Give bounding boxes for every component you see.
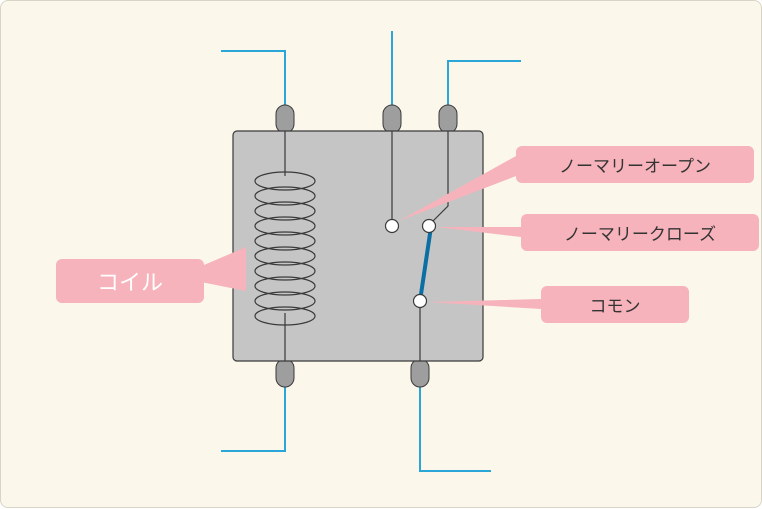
label-coil-text: コイル [97,265,163,297]
label-normally-open: ノーマリーオープン [516,146,754,183]
label-coil: コイル [56,259,204,303]
label-common: コモン [541,286,689,323]
label-normally-close: ノーマリークローズ [521,214,759,251]
label-nc-text: ノーマリークローズ [564,220,716,245]
relay-diagram: コイル ノーマリーオープン ノーマリークローズ コモン [0,0,762,508]
label-com-text: コモン [590,292,641,317]
diagram-svg [1,1,762,509]
label-no-text: ノーマリーオープン [559,152,711,177]
